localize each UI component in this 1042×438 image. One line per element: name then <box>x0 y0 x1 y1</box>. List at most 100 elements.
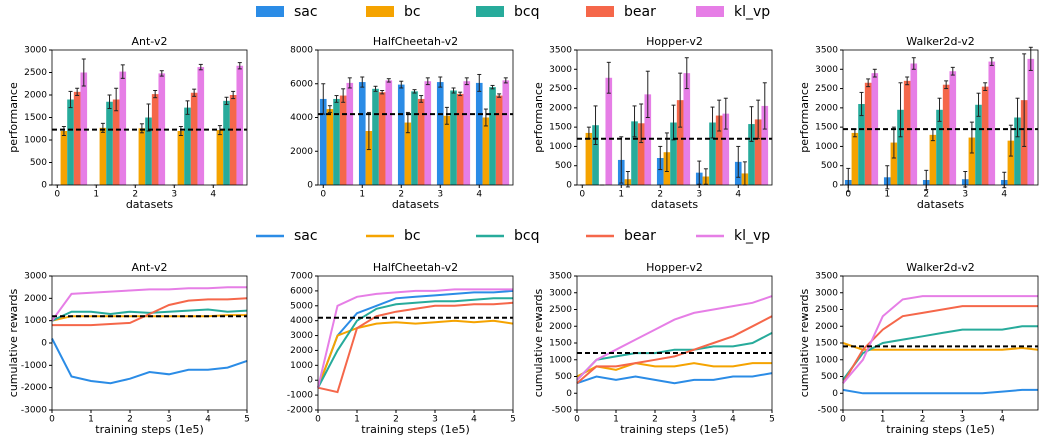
x-tick-label: 3 <box>166 415 172 425</box>
bar <box>864 82 872 185</box>
y-tick-label: 3000 <box>815 65 838 75</box>
plot-frame <box>51 275 248 411</box>
line-series <box>842 305 1038 384</box>
y-tick-label: 2000 <box>815 322 838 332</box>
bar <box>358 82 366 185</box>
bar <box>236 65 244 185</box>
x-tick-label: 4 <box>476 190 482 200</box>
bar <box>897 109 904 185</box>
y-tick-label: 0 <box>41 339 47 349</box>
bar <box>177 131 185 185</box>
y-tick-label: 500 <box>821 372 838 382</box>
x-tick-label: 2 <box>923 190 929 200</box>
bar <box>397 84 405 185</box>
x-tick-label: 5 <box>769 415 775 425</box>
y-tick-label: 0 <box>41 181 47 191</box>
bar <box>748 124 755 185</box>
y-tick-label: -3000 <box>21 406 47 416</box>
bar <box>761 105 769 185</box>
line-series <box>317 289 514 389</box>
line-series <box>842 388 1038 395</box>
legend-label: bcq <box>514 228 539 244</box>
bar <box>333 98 340 185</box>
y-tick-label: 3000 <box>815 288 838 298</box>
bar <box>223 100 230 185</box>
bar <box>184 107 191 185</box>
x-tick-label: 4 <box>730 415 736 425</box>
bar <box>637 123 645 185</box>
y-tick-label: 6000 <box>290 79 313 89</box>
legend-swatch <box>476 6 504 17</box>
y-tick-label: 0 <box>566 181 572 191</box>
x-tick-label: 1 <box>880 415 886 425</box>
x-tick-label: 3 <box>171 190 177 200</box>
bar <box>372 88 379 185</box>
x-axis-label: datasets <box>917 198 965 211</box>
y-tick-label: 3500 <box>815 46 838 56</box>
bar <box>346 82 354 185</box>
x-tick-label: 0 <box>574 415 580 425</box>
bar <box>605 77 613 185</box>
y-tick-label: 1000 <box>24 136 47 146</box>
y-tick-label: 500 <box>821 161 838 171</box>
bar <box>385 80 393 185</box>
bar <box>319 98 327 185</box>
y-tick-label: -2000 <box>287 406 313 416</box>
bar <box>592 125 599 185</box>
subplot-title: HalfCheetah-v2 <box>373 35 458 48</box>
x-tick-label: 3 <box>691 415 697 425</box>
legend-swatch <box>256 6 284 17</box>
bar <box>450 90 457 185</box>
bar <box>482 117 490 185</box>
y-tick-label: 3000 <box>549 65 572 75</box>
bar <box>424 81 432 185</box>
line-series <box>842 342 1039 351</box>
bar <box>722 113 730 185</box>
y-tick-label: 0 <box>307 181 313 191</box>
bar <box>145 117 152 185</box>
line-series <box>317 297 513 389</box>
y-axis-label: performance <box>798 82 811 153</box>
bar <box>339 95 347 185</box>
y-axis-label: cumulative rewards <box>798 288 811 397</box>
y-tick-label: 3000 <box>24 272 47 282</box>
x-tick-label: 3 <box>437 190 443 200</box>
x-tick-label: 0 <box>845 190 851 200</box>
x-axis-label: training steps (1e5) <box>886 423 994 436</box>
y-axis-label: performance <box>532 82 545 153</box>
y-tick-label: 2500 <box>549 84 572 94</box>
subplot-title: Ant-v2 <box>132 261 168 274</box>
y-tick-label: 1000 <box>24 316 47 326</box>
x-axis-label: training steps (1e5) <box>95 423 203 436</box>
bar <box>436 82 444 185</box>
plot-frame <box>842 275 1039 411</box>
x-tick-label: 2 <box>652 415 658 425</box>
x-tick-label: 4 <box>210 190 216 200</box>
bar <box>443 115 451 185</box>
bar <box>475 82 483 185</box>
bar <box>456 93 464 185</box>
legend-label: sac <box>294 4 318 20</box>
x-tick-label: 2 <box>132 190 138 200</box>
line-series <box>576 332 773 381</box>
y-tick-label: 1500 <box>24 113 47 123</box>
x-tick-label: 2 <box>398 190 404 200</box>
x-tick-label: 4 <box>205 415 211 425</box>
y-tick-label: 2500 <box>24 68 47 78</box>
y-tick-label: 0 <box>566 389 572 399</box>
y-tick-label: 2500 <box>815 84 838 94</box>
legend-swatch <box>366 6 394 17</box>
bar <box>656 158 664 185</box>
bar <box>975 104 982 185</box>
x-tick-label: 1 <box>93 190 99 200</box>
x-tick-label: 1 <box>354 415 360 425</box>
line-series <box>51 338 248 385</box>
x-tick-label: 4 <box>999 415 1005 425</box>
bar <box>968 137 976 185</box>
x-tick-label: 0 <box>579 190 585 200</box>
subplot-title: Walker2d-v2 <box>906 261 974 274</box>
y-tick-label: 8000 <box>290 46 313 56</box>
bar <box>683 73 691 185</box>
bar <box>378 92 386 185</box>
